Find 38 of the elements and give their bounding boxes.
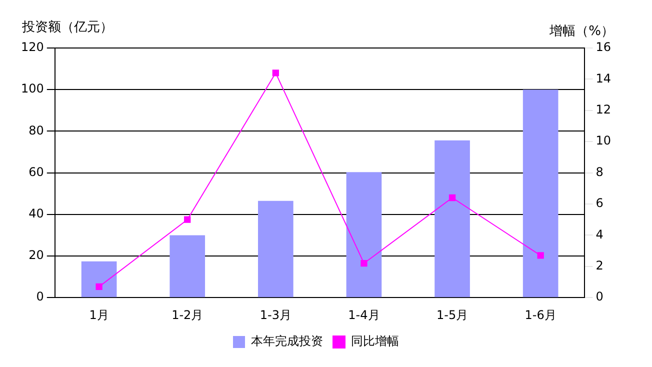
legend-label: 同比增幅 bbox=[351, 334, 399, 348]
y-axis-title: 投资额（亿元） bbox=[21, 20, 113, 35]
x-tick-label: 1-5月 bbox=[436, 308, 468, 322]
bar bbox=[170, 235, 206, 298]
y2-tick-label: 4 bbox=[596, 227, 604, 242]
y-tick-label: 0 bbox=[36, 290, 44, 304]
y-tick-label: 120 bbox=[21, 40, 44, 54]
y2-tick-label: 8 bbox=[596, 164, 604, 179]
point bbox=[537, 252, 544, 259]
point bbox=[96, 283, 102, 290]
y-tick-label: 60 bbox=[28, 164, 44, 179]
point bbox=[272, 70, 279, 76]
x-tick-label: 1-6月 bbox=[524, 308, 556, 322]
bar bbox=[434, 140, 470, 298]
legend-label: 本年完成投资 bbox=[251, 334, 323, 348]
y2-tick-label: 10 bbox=[596, 134, 612, 148]
y2-axis-title: 增幅（%） bbox=[548, 24, 614, 39]
y2-tick-label: 0 bbox=[596, 290, 604, 304]
point bbox=[448, 194, 456, 202]
y-tick-label: 20 bbox=[28, 248, 44, 262]
bar bbox=[346, 172, 382, 298]
x-tick-label: 1-4月 bbox=[348, 308, 380, 322]
y2-tick-label: 16 bbox=[596, 40, 612, 54]
point bbox=[184, 216, 191, 223]
y2-tick-label: 6 bbox=[596, 196, 604, 210]
bar bbox=[522, 90, 558, 298]
y-tick-label: 80 bbox=[28, 123, 44, 138]
x-tick-label: 1-2月 bbox=[172, 308, 204, 322]
y2-tick-label: 2 bbox=[596, 258, 604, 273]
y2-tick-label: 14 bbox=[596, 71, 612, 86]
x-tick-label: 1-3月 bbox=[260, 308, 292, 322]
y-tick-label: 100 bbox=[21, 82, 44, 96]
x-tick-label: 1月 bbox=[89, 308, 109, 322]
y-tick-label: 40 bbox=[28, 206, 44, 221]
bar bbox=[81, 261, 117, 298]
bar bbox=[258, 200, 294, 298]
y2-tick-label: 12 bbox=[596, 102, 612, 117]
point bbox=[360, 260, 368, 267]
